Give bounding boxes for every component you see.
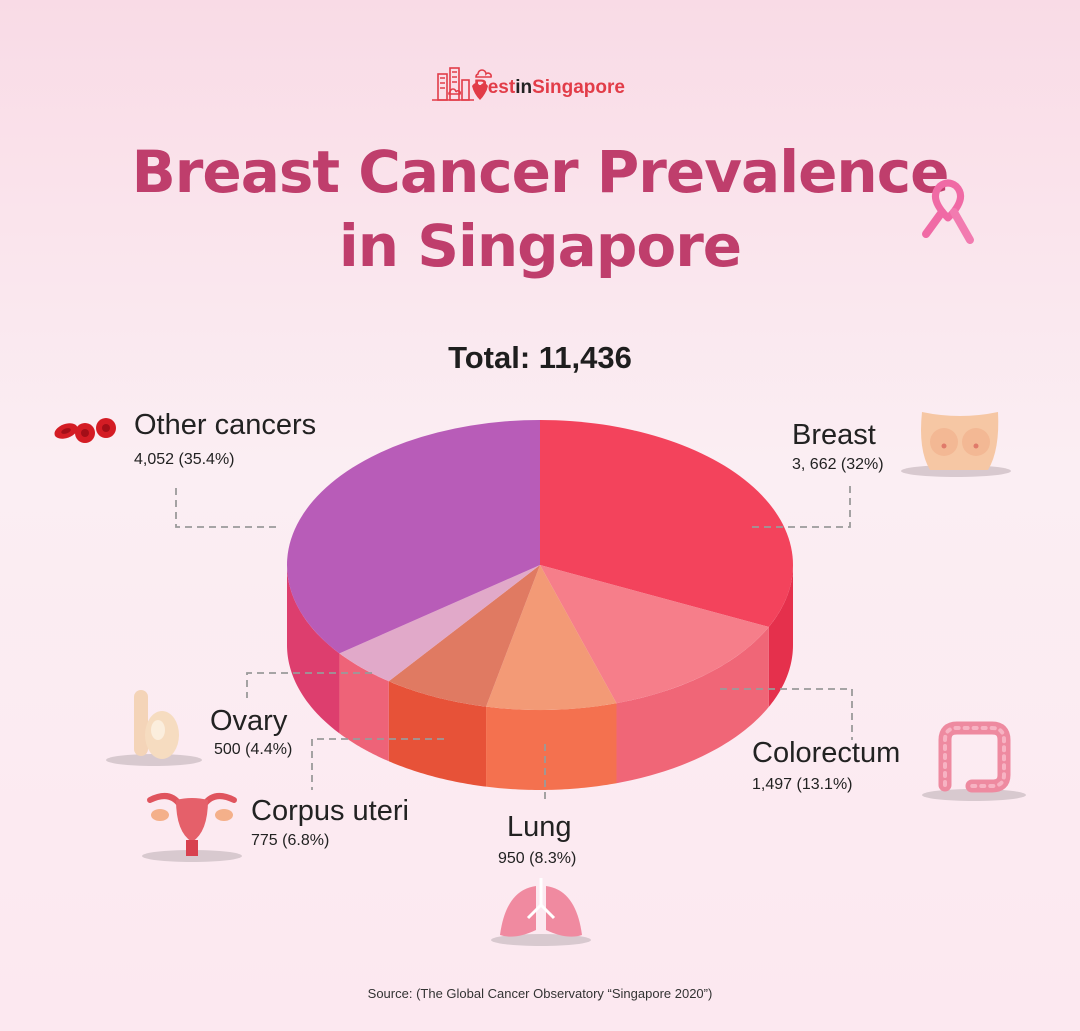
leader-line-other: [175, 488, 276, 528]
pie-slice-other-cancers: [287, 420, 540, 654]
page-title-line1: Breast Cancer Prevalence: [131, 138, 950, 206]
brand-name: BestinSingapore: [474, 77, 625, 98]
value-colorectum: 1,497 (13.1%): [752, 776, 853, 793]
uterus-icon: [142, 793, 242, 862]
source-note: Source: (The Global Cancer Observatory “…: [367, 986, 713, 1001]
total-label: Total: 11,436: [448, 340, 632, 375]
leader-line-corpus-uteri: [311, 738, 444, 790]
pink-ribbon-icon: [922, 179, 974, 244]
label-colorectum: Colorectum: [752, 737, 901, 769]
pie-side-corpus-uteri: [388, 681, 487, 787]
value-ovary: 500 (4.4%): [214, 741, 293, 758]
lungs-icon: [491, 878, 591, 946]
label-lung: Lung: [507, 811, 572, 843]
pie-side-lung: [486, 703, 617, 790]
leader-line-breast: [752, 486, 851, 528]
ovary-icon: [106, 690, 202, 766]
blood-cells-icon: [54, 418, 116, 443]
pie-slice-corpus-uteri: [388, 565, 540, 707]
page-title-line2: in Singapore: [338, 212, 742, 280]
pie-side-colorectum: [616, 626, 769, 784]
value-breast: 3, 662 (32%): [792, 456, 884, 473]
breast-icon: [901, 412, 1011, 477]
label-corpus-uteri: Corpus uteri: [251, 795, 409, 827]
pie-slice-ovary: [339, 565, 540, 682]
pie-slice-lung: [486, 565, 617, 710]
pie-side-other-cancers: [287, 565, 340, 734]
value-corpus-uteri: 775 (6.8%): [251, 832, 330, 849]
label-ovary: Ovary: [210, 705, 288, 737]
value-other-cancers: 4,052 (35.4%): [134, 451, 235, 468]
pie-side-breast: [768, 565, 793, 707]
pie-slice-colorectum: [540, 565, 769, 704]
label-other-cancers: Other cancers: [134, 409, 317, 441]
leader-line-colorectum: [720, 688, 853, 740]
leader-line-ovary: [246, 672, 372, 698]
brand-logo: [432, 67, 492, 101]
colon-icon: [922, 721, 1026, 801]
pie-slice-breast: [540, 420, 793, 627]
pie-side-ovary: [339, 653, 389, 762]
label-breast: Breast: [792, 419, 876, 451]
value-lung: 950 (8.3%): [498, 850, 577, 867]
